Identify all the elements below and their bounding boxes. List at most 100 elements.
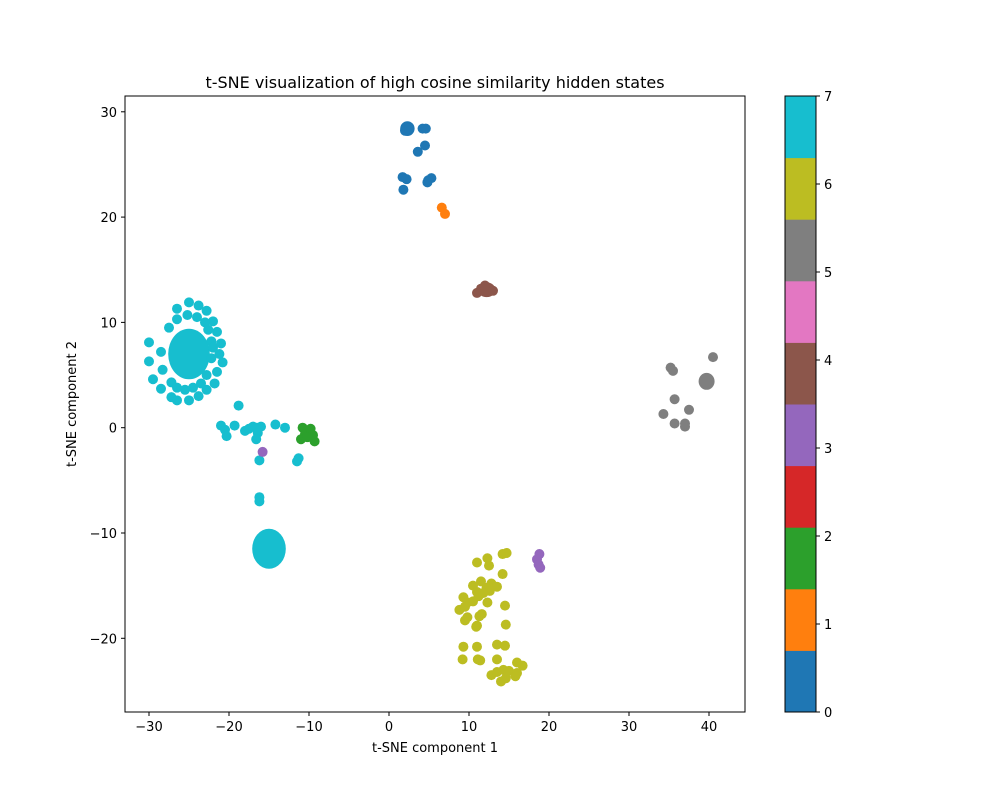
scatter-point bbox=[472, 641, 482, 652]
scatter-point bbox=[471, 621, 482, 632]
scatter-point bbox=[309, 436, 320, 447]
scatter-point bbox=[229, 420, 240, 431]
x-axis-label: t-SNE component 1 bbox=[372, 741, 498, 756]
x-axis: −30 −20 −10 0 10 20 30 40 bbox=[135, 712, 717, 735]
colorbar-tick-label: 7 bbox=[824, 90, 832, 105]
scatter-point bbox=[184, 395, 194, 406]
scatter-point bbox=[440, 208, 450, 219]
colorbar: 0 1 2 3 4 5 6 7 bbox=[784, 90, 832, 721]
scatter-point bbox=[208, 342, 218, 353]
y-tick-label: 10 bbox=[100, 316, 117, 331]
scatter-point bbox=[270, 419, 281, 430]
scatter-point bbox=[157, 364, 168, 375]
scatter-point bbox=[480, 280, 490, 291]
scatter-point bbox=[457, 654, 468, 665]
colorbar-segment bbox=[785, 588, 816, 651]
dense-cluster bbox=[698, 372, 715, 390]
dense-cluster bbox=[168, 328, 210, 380]
scatter-point bbox=[412, 146, 423, 157]
scatter-point bbox=[484, 560, 494, 571]
y-tick-label: −10 bbox=[90, 527, 117, 542]
scatter-point bbox=[475, 655, 486, 666]
scatter-point bbox=[216, 338, 226, 349]
scatter-point bbox=[280, 422, 290, 433]
scatter-point bbox=[420, 140, 430, 151]
scatter-point bbox=[420, 123, 431, 134]
scatter-point bbox=[517, 660, 528, 671]
scatter-point bbox=[221, 431, 232, 442]
dense-cluster bbox=[252, 528, 286, 569]
scatter-point bbox=[500, 673, 511, 684]
scatter-point bbox=[500, 619, 511, 630]
scatter-point bbox=[233, 400, 244, 411]
scatter-point bbox=[254, 496, 265, 507]
scatter-point bbox=[669, 394, 680, 405]
y-tick-label: −20 bbox=[90, 632, 117, 647]
scatter-point bbox=[188, 382, 198, 393]
scatter-point bbox=[214, 348, 225, 359]
scatter-point bbox=[492, 639, 502, 650]
scatter-point bbox=[492, 581, 502, 592]
scatter-point bbox=[458, 641, 469, 652]
chart-title: t-SNE visualization of high cosine simil… bbox=[205, 73, 664, 92]
scatter-point bbox=[164, 322, 174, 333]
scatter-point bbox=[257, 446, 268, 457]
colorbar-segment bbox=[785, 650, 816, 713]
colorbar-segment bbox=[785, 96, 816, 159]
scatter-point bbox=[217, 357, 228, 368]
scatter-point bbox=[184, 297, 194, 308]
y-axis: −20 −10 0 10 20 30 bbox=[90, 106, 125, 647]
colorbar-segment bbox=[785, 280, 816, 343]
x-tick-label: −30 bbox=[135, 720, 162, 735]
scatter-point bbox=[144, 356, 154, 367]
scatter-point bbox=[669, 418, 680, 429]
axes-frame bbox=[124, 95, 746, 713]
colorbar-tick-label: 5 bbox=[824, 266, 832, 281]
scatter-point bbox=[201, 305, 212, 316]
scatter-point bbox=[535, 562, 546, 573]
y-tick-label: 20 bbox=[100, 211, 117, 226]
y-axis-label: t-SNE component 2 bbox=[65, 341, 80, 467]
scatter-point bbox=[398, 184, 409, 195]
colorbar-segments bbox=[785, 96, 816, 713]
scatter-point bbox=[500, 640, 510, 651]
colorbar-tick-label: 6 bbox=[824, 178, 832, 193]
scatter-point bbox=[510, 671, 521, 682]
scatter-point bbox=[196, 378, 206, 389]
scatter-point bbox=[404, 123, 414, 134]
colorbar-segment bbox=[785, 527, 816, 590]
scatter-point bbox=[500, 600, 510, 611]
scatter-point bbox=[497, 569, 508, 580]
scatter-point bbox=[484, 585, 495, 596]
colorbar-segment bbox=[785, 219, 816, 282]
scatter-point bbox=[193, 300, 204, 311]
scatter-point bbox=[708, 352, 718, 363]
scatter-point bbox=[172, 303, 182, 314]
x-tick-label: 20 bbox=[541, 720, 558, 735]
scatter-point bbox=[209, 378, 220, 389]
colorbar-tick-label: 1 bbox=[824, 618, 832, 633]
scatter-point bbox=[254, 455, 265, 466]
scatter-point bbox=[212, 366, 222, 377]
colorbar-segment bbox=[785, 157, 816, 220]
scatter-markers bbox=[144, 121, 718, 687]
scatter-point bbox=[206, 353, 217, 364]
scatter-point bbox=[488, 285, 498, 296]
scatter-point bbox=[192, 312, 202, 323]
scatter-point bbox=[144, 337, 154, 348]
scatter-point bbox=[482, 597, 493, 608]
x-tick-label: 30 bbox=[621, 720, 638, 735]
scatter-point bbox=[473, 591, 484, 602]
scatter-point bbox=[208, 316, 218, 327]
scatter-point bbox=[172, 382, 182, 393]
scatter-point bbox=[476, 609, 487, 620]
scatter-point bbox=[684, 404, 694, 415]
scatter-point bbox=[203, 324, 214, 335]
scatter-point bbox=[680, 418, 690, 429]
scatter-point bbox=[462, 612, 473, 623]
scatter-point bbox=[156, 346, 166, 357]
scatter-point bbox=[172, 314, 182, 325]
colorbar-frame bbox=[784, 95, 817, 713]
scatter-point bbox=[668, 365, 678, 376]
